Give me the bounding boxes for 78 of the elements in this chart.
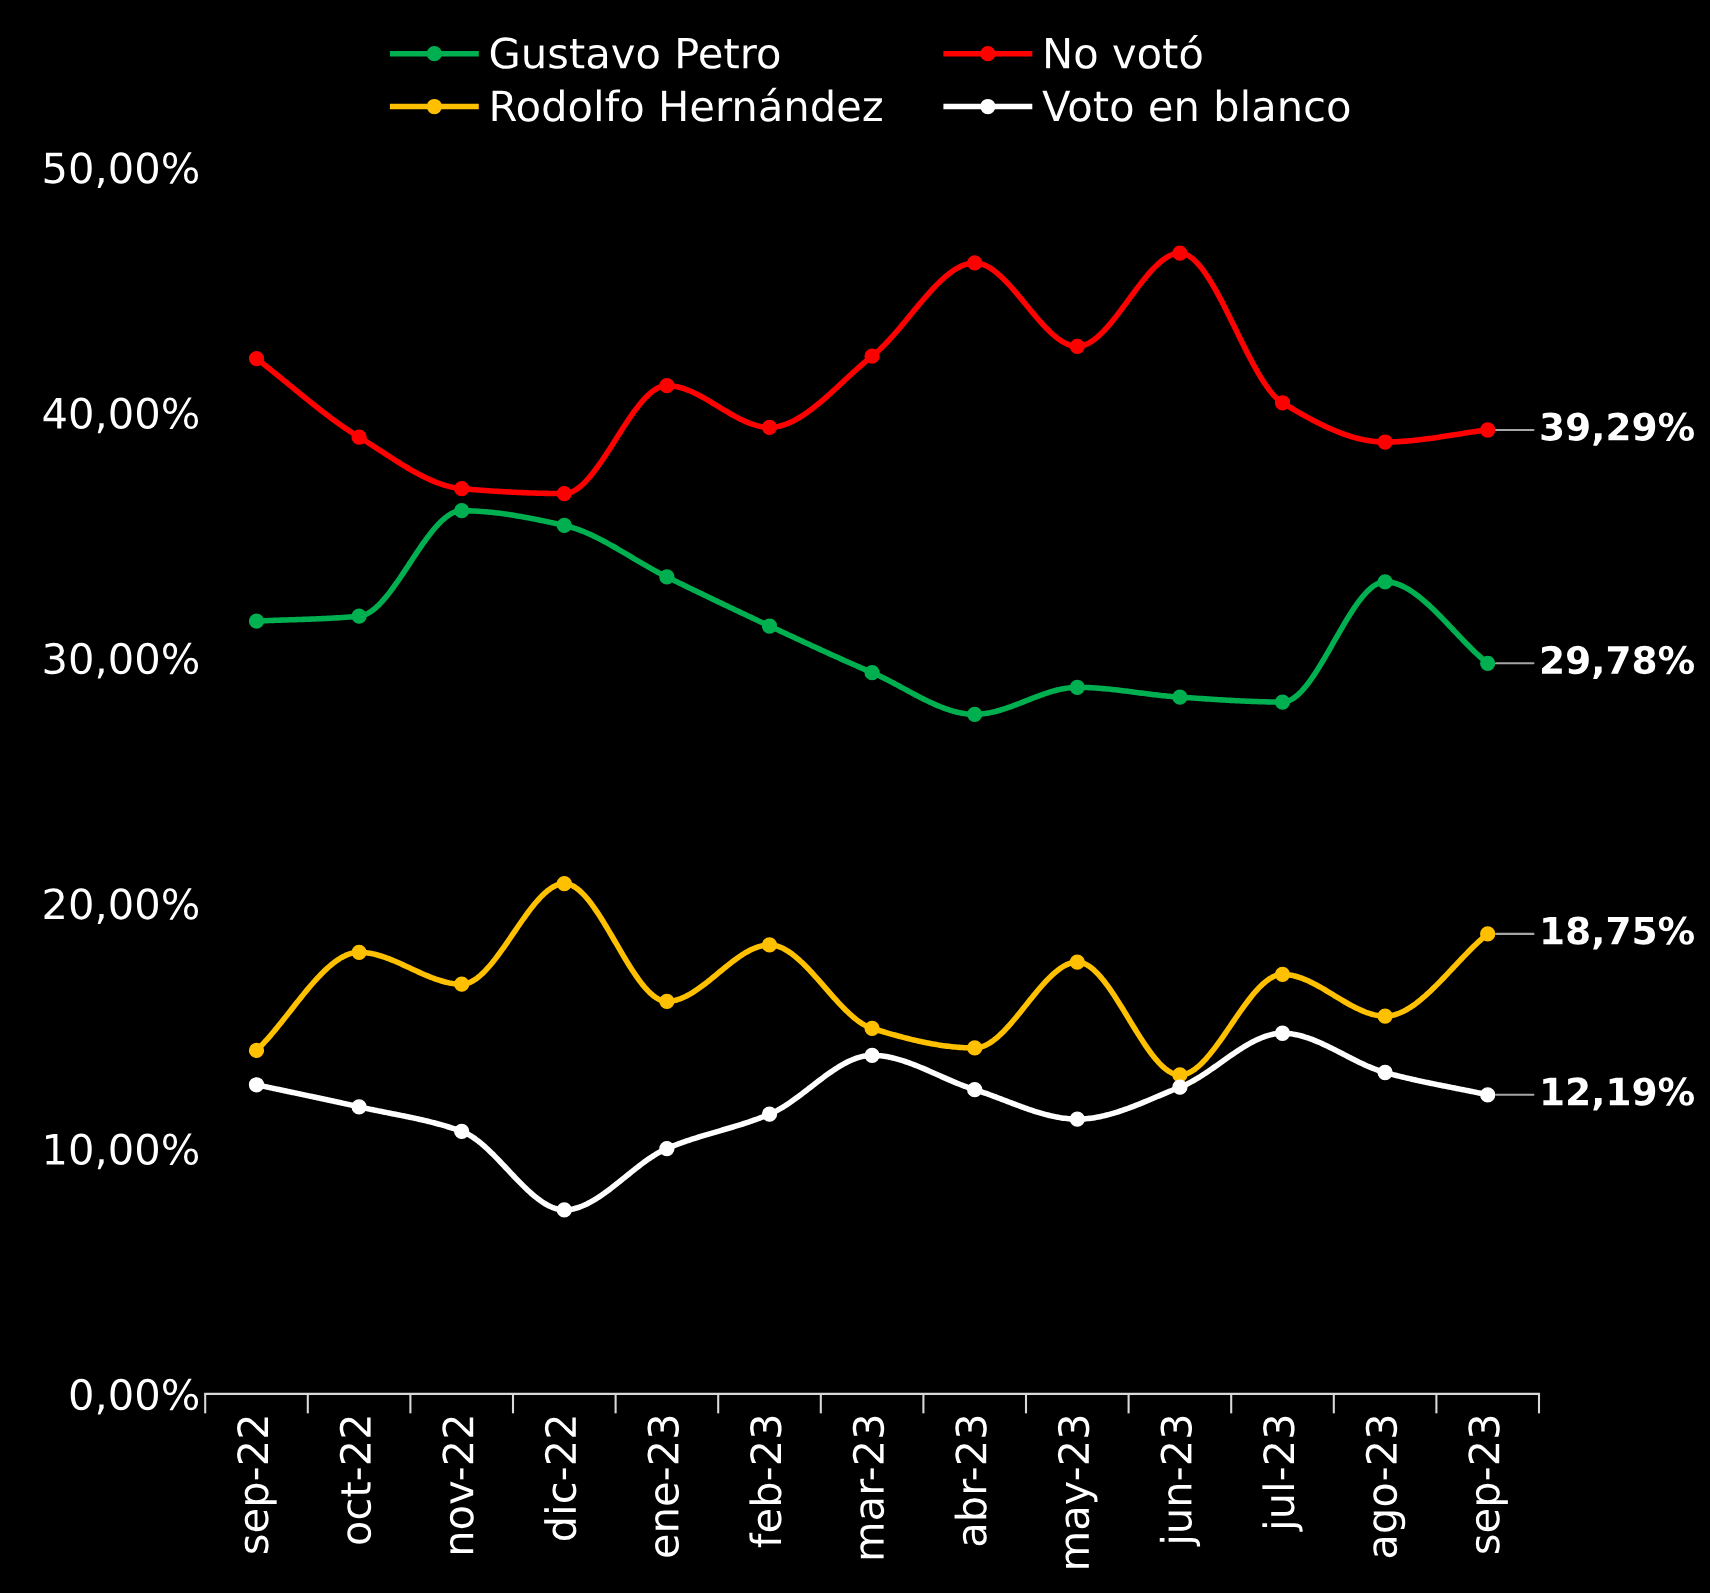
point <box>556 1202 572 1218</box>
point <box>248 1077 265 1093</box>
point <box>1069 679 1085 695</box>
legend-label: Gustavo Petro <box>490 37 780 69</box>
point <box>351 429 367 445</box>
x-tick-label: ene-23 <box>647 1416 679 1557</box>
y-tick-label: 50,00% <box>44 152 199 188</box>
point <box>1274 694 1291 710</box>
point <box>967 1082 983 1098</box>
point <box>1377 574 1393 590</box>
point <box>659 377 675 394</box>
point <box>351 608 367 624</box>
y-tick-label: 10,00% <box>46 1133 199 1170</box>
x-tick-label: ago-23 <box>1365 1416 1406 1558</box>
point <box>351 1099 367 1115</box>
point <box>1069 954 1085 970</box>
point <box>248 1042 265 1059</box>
point <box>1377 1064 1393 1081</box>
point <box>761 618 778 634</box>
point <box>864 348 880 364</box>
x-tick-label: oct-22 <box>339 1417 372 1544</box>
point <box>1069 1111 1085 1127</box>
point <box>1480 926 1496 942</box>
x-tick-label: dic-22 <box>544 1417 577 1541</box>
y-tick-label: 30,00% <box>44 642 199 679</box>
point <box>1172 245 1188 261</box>
point <box>1274 966 1291 983</box>
point <box>864 664 880 681</box>
point <box>761 419 778 435</box>
data-label: 18,75% <box>1543 916 1694 950</box>
legend-label: Voto en blanco <box>1042 89 1350 122</box>
y-tick-label: 0,00% <box>70 1378 199 1415</box>
point <box>1069 338 1085 354</box>
point <box>864 1047 880 1063</box>
point <box>248 350 265 367</box>
point <box>659 1140 675 1157</box>
point <box>454 1123 470 1140</box>
point <box>1480 655 1496 671</box>
data-label: 12,19% <box>1543 1077 1694 1111</box>
point <box>1172 689 1188 705</box>
y-tick-label: 20,00% <box>44 888 199 924</box>
legend-label: No votó <box>1046 34 1202 69</box>
x-tick-label: sep-23 <box>1468 1416 1508 1553</box>
point <box>1377 434 1393 450</box>
point <box>1172 1079 1188 1095</box>
point <box>967 1040 983 1056</box>
point <box>1480 422 1496 438</box>
point <box>659 569 675 585</box>
point <box>556 875 572 892</box>
point <box>1274 1025 1291 1041</box>
point <box>967 706 983 722</box>
point <box>556 485 572 502</box>
x-tick-label: jun-23 <box>1159 1416 1201 1547</box>
x-tick-label: abr-23 <box>954 1416 987 1546</box>
point <box>1377 1008 1393 1024</box>
point <box>454 503 470 519</box>
x-tick-label: nov-22 <box>442 1417 474 1554</box>
data-label: 29,78% <box>1541 645 1694 679</box>
point <box>967 255 983 271</box>
point <box>659 993 675 1009</box>
legend-label: Rodolfo Hernández <box>492 87 882 122</box>
point <box>1480 1087 1496 1103</box>
point <box>351 944 367 960</box>
point <box>556 517 572 534</box>
y-tick-label: 40,00% <box>43 397 199 434</box>
point <box>761 1106 778 1122</box>
x-tick-label: feb-23 <box>749 1416 782 1548</box>
x-tick-label: jul-23 <box>1262 1416 1303 1532</box>
point <box>864 1020 880 1036</box>
x-tick-label: mar-23 <box>852 1416 885 1559</box>
point <box>1274 395 1291 411</box>
point <box>454 976 470 992</box>
point <box>248 613 265 629</box>
point <box>761 937 778 953</box>
data-label: 39,29% <box>1541 412 1694 446</box>
x-tick-label: sep-22 <box>237 1417 277 1553</box>
x-tick-label: may-23 <box>1057 1416 1098 1568</box>
point <box>454 480 470 497</box>
